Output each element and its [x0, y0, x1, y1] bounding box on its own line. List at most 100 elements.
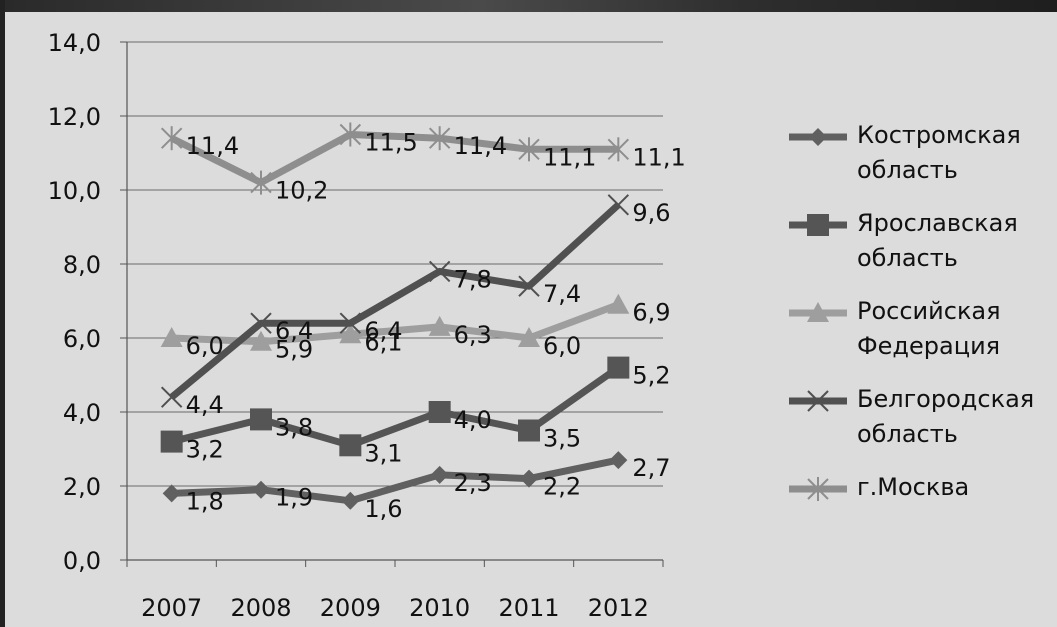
series-line-5	[170, 131, 619, 187]
data-label: 11,4	[454, 132, 507, 160]
data-point-triangle	[250, 330, 272, 351]
data-label: 3,1	[364, 439, 402, 467]
line-chart: 0,0 2,0 4,0 6,0 8,0 10,0 12,0 14,0 2007 2008 2009 2…	[48, 29, 686, 622]
legend-swatch	[789, 302, 847, 322]
data-label: 4,4	[186, 391, 224, 419]
data-label: 2,2	[543, 473, 581, 501]
data-point-x	[339, 312, 362, 334]
y-tick-label: 14,0	[48, 29, 101, 57]
legend-item: Белгородская область	[787, 382, 1057, 470]
y-tick-label: 12,0	[48, 103, 101, 131]
data-point-diamond	[520, 469, 538, 488]
data-label: 7,8	[454, 265, 492, 293]
legend-marker-triangle	[807, 302, 829, 322]
data-point-x	[428, 260, 451, 283]
data-point-square	[518, 419, 540, 442]
data-label: 6,3	[454, 321, 492, 349]
data-point-square	[250, 408, 272, 431]
data-label: 3,8	[275, 413, 313, 441]
data-label: 1,8	[186, 487, 224, 515]
data-point-triangle	[518, 327, 540, 347]
x-tick-label: 2010	[409, 594, 470, 622]
data-point-square	[607, 356, 630, 379]
data-label: 6,1	[364, 328, 402, 356]
data-point-diamond	[162, 484, 181, 503]
series-line-4	[169, 202, 621, 400]
data-label: 1,6	[364, 495, 402, 523]
data-point-triangle	[339, 323, 362, 344]
series-line-2	[170, 364, 621, 449]
data-label: 6,4	[364, 317, 402, 345]
data-point-diamond	[252, 480, 270, 499]
legend-swatch	[789, 390, 847, 412]
legend-marker-star	[807, 477, 829, 501]
data-label: 11,1	[632, 143, 685, 171]
series-line-3	[171, 301, 620, 346]
data-label: 5,2	[632, 362, 670, 390]
data-point-star	[339, 122, 362, 147]
data-point-x	[607, 194, 630, 216]
legend-label: Костромская область	[857, 121, 1021, 184]
data-label: 3,5	[543, 425, 581, 453]
y-tick-label: 4,0	[63, 399, 101, 427]
legend-label: Российская Федерация	[857, 297, 1001, 360]
data-label: 1,9	[275, 484, 313, 512]
data-point-square	[339, 434, 362, 457]
data-label: 9,6	[632, 199, 670, 227]
legend-label: г.Москва	[857, 473, 970, 501]
data-label: 6,9	[632, 299, 670, 327]
y-tick-label: 8,0	[63, 251, 101, 279]
data-point-star	[160, 126, 183, 151]
data-point-triangle	[428, 315, 451, 336]
legend-label: Ярославская область	[857, 209, 1018, 272]
data-point-diamond	[341, 491, 360, 510]
series-line-1	[171, 456, 620, 505]
data-point-square	[428, 401, 451, 423]
data-label: 5,9	[275, 336, 313, 364]
legend-item: Костромская область	[787, 118, 1057, 206]
data-point-diamond	[609, 451, 628, 470]
data-label: 2,7	[632, 454, 670, 482]
data-point-star	[250, 170, 272, 195]
y-tick-label: 10,0	[48, 177, 101, 205]
data-point-triangle	[160, 327, 183, 347]
legend-item: Российская Федерация	[787, 294, 1057, 382]
legend-item: Ярославская область	[787, 206, 1057, 294]
data-point-x	[160, 386, 183, 408]
legend-swatch	[789, 214, 847, 236]
data-label: 2,3	[454, 469, 492, 497]
data-point-x	[518, 275, 540, 297]
legend-item: г.Москва	[787, 470, 1057, 558]
x-tick-label: 2007	[141, 594, 202, 622]
x-tick-label: 2008	[230, 594, 291, 622]
legend-marker-x	[807, 390, 829, 412]
legend-marker-diamond	[809, 128, 827, 146]
data-label: 6,4	[275, 317, 313, 345]
data-label: 11,4	[186, 132, 239, 160]
x-tick-label: 2009	[320, 594, 381, 622]
window-top-edge	[5, 0, 1057, 12]
x-tick-label: 2012	[588, 594, 649, 622]
data-label: 6,0	[543, 332, 581, 360]
data-label: 7,4	[543, 280, 581, 308]
data-point-diamond	[430, 465, 449, 484]
data-point-star	[518, 137, 540, 162]
y-tick-label: 2,0	[63, 473, 101, 501]
data-label: 4,0	[454, 406, 492, 434]
legend-swatch	[789, 128, 847, 146]
legend-marker-square	[807, 214, 829, 236]
y-tick-label: 6,0	[63, 325, 101, 353]
legend-swatch	[789, 477, 847, 501]
data-point-x	[250, 312, 272, 334]
data-point-triangle	[607, 293, 630, 314]
data-label: 11,1	[543, 143, 596, 171]
y-tick-label: 0,0	[63, 547, 101, 575]
data-label: 11,5	[364, 129, 417, 157]
data-point-star	[428, 126, 451, 151]
data-point-star	[607, 137, 630, 162]
data-label: 10,2	[275, 177, 328, 205]
legend-label: Белгородская область	[857, 385, 1035, 448]
data-point-square	[160, 430, 183, 453]
x-tick-label: 2011	[498, 594, 559, 622]
